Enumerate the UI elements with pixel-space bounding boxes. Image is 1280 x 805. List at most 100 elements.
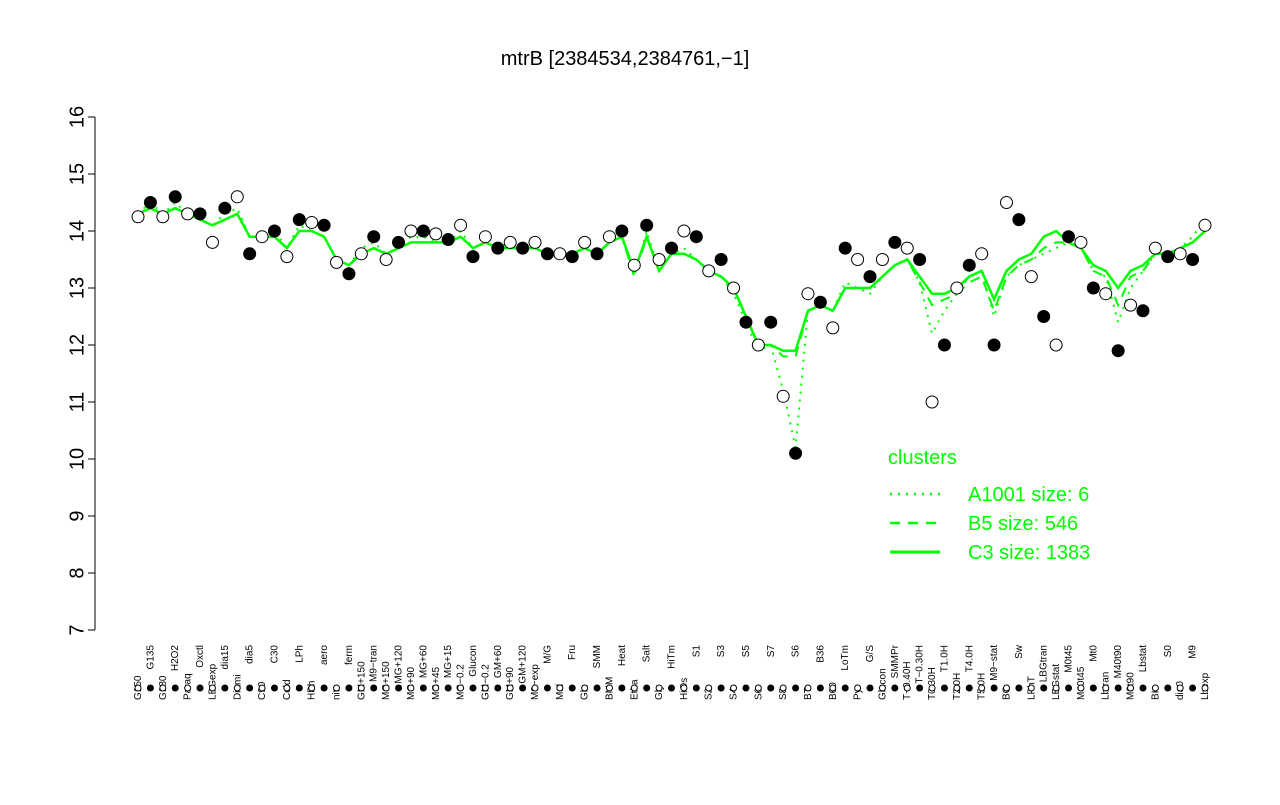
x-tick-dot bbox=[965, 684, 973, 692]
x-tick-label: Mt0 bbox=[1088, 645, 1099, 662]
x-tick-label: Glucon bbox=[468, 645, 479, 677]
x-tick-dot bbox=[940, 684, 948, 692]
y-tick-label: 16 bbox=[66, 106, 88, 128]
point bbox=[516, 241, 530, 255]
x-tick-dot bbox=[481, 684, 489, 692]
x-tick-label: M0t45 bbox=[1064, 645, 1075, 673]
legend-label: C3 size: 1383 bbox=[968, 542, 1090, 564]
x-tick-dot bbox=[543, 684, 551, 692]
x-tick-label: LBGtran bbox=[1039, 645, 1050, 682]
x-tick-dot bbox=[419, 684, 427, 692]
point bbox=[143, 196, 157, 209]
x-tick-dot bbox=[457, 684, 465, 692]
x-tick-dot bbox=[171, 684, 179, 692]
chart-title: mtrB [2384534,2384761,−1] bbox=[501, 48, 750, 70]
x-tick-label: Heat bbox=[617, 645, 628, 666]
point bbox=[578, 235, 592, 249]
x-tick-dot bbox=[1102, 684, 1110, 692]
x-tick-label: T0.30H bbox=[927, 667, 938, 700]
point bbox=[1148, 241, 1162, 255]
x-tick-dot bbox=[829, 684, 837, 692]
x-tick-dot bbox=[792, 684, 800, 692]
point bbox=[1111, 344, 1125, 358]
x-tick-dot bbox=[320, 684, 328, 692]
y-tick-label: 14 bbox=[66, 220, 88, 242]
x-tick-label: S3 bbox=[716, 645, 727, 658]
x-tick-dot bbox=[953, 684, 961, 692]
point bbox=[789, 446, 803, 460]
y-tick-label: 15 bbox=[66, 163, 88, 185]
x-tick-dot bbox=[432, 684, 440, 692]
x-tick-label: LBGstat bbox=[1051, 664, 1062, 700]
x-tick-dot bbox=[854, 684, 862, 692]
point bbox=[1086, 281, 1100, 295]
x-tick-label: T−0.40H bbox=[902, 661, 913, 700]
point bbox=[975, 247, 989, 261]
point bbox=[999, 196, 1013, 209]
point bbox=[416, 224, 430, 238]
x-tick-dot bbox=[1139, 684, 1147, 692]
x-tick-label: GM+90 bbox=[505, 666, 516, 700]
point bbox=[553, 247, 567, 261]
point bbox=[528, 235, 542, 249]
x-tick-dot bbox=[1151, 684, 1159, 692]
x-tick-dot bbox=[506, 684, 514, 692]
point bbox=[193, 207, 207, 221]
point bbox=[863, 270, 877, 284]
x-tick-label: BC bbox=[1001, 686, 1012, 700]
point bbox=[764, 315, 778, 329]
point bbox=[913, 253, 927, 266]
x-tick-label: GM−0.2 bbox=[480, 664, 491, 700]
point bbox=[429, 227, 443, 241]
x-tick-label: Mal bbox=[555, 684, 566, 700]
point bbox=[1062, 230, 1076, 244]
x-tick-dot bbox=[519, 684, 527, 692]
x-tick-label: Fru bbox=[567, 645, 578, 660]
point bbox=[702, 264, 716, 278]
x-tick-dot bbox=[208, 684, 216, 692]
x-tick-dot bbox=[146, 684, 154, 692]
x-tick-label: SMMPr bbox=[890, 644, 901, 678]
x-tick-label: MG−0.2 bbox=[456, 664, 467, 700]
legend-label: A1001 size: 6 bbox=[968, 484, 1089, 506]
x-tick-label: H2O2 bbox=[170, 645, 181, 672]
x-tick-label: Sw bbox=[1014, 644, 1025, 659]
x-tick-dot bbox=[866, 684, 874, 692]
x-tick-label: Salt bbox=[642, 645, 653, 662]
x-tick-dot bbox=[134, 684, 142, 692]
x-tick-dot bbox=[270, 684, 278, 692]
point bbox=[478, 230, 492, 244]
y-tick-label: 8 bbox=[66, 567, 88, 578]
x-tick-label: MG+150 bbox=[381, 661, 392, 700]
x-tick-label: LoTm bbox=[840, 645, 851, 671]
x-tick-dot bbox=[643, 684, 651, 692]
x-tick-dot bbox=[1089, 684, 1097, 692]
x-tick-label: GM+60 bbox=[493, 645, 504, 679]
legend-label: B5 size: 546 bbox=[968, 513, 1078, 535]
x-tick-dot bbox=[357, 684, 365, 692]
x-tick-dot bbox=[531, 684, 539, 692]
x-tick-dot bbox=[916, 684, 924, 692]
x-tick-label: MG+15 bbox=[443, 645, 454, 679]
x-tick-dot bbox=[1114, 684, 1122, 692]
point bbox=[404, 224, 418, 238]
point bbox=[875, 253, 889, 266]
x-tick-label: BT bbox=[803, 687, 814, 700]
y-tick-label: 13 bbox=[66, 277, 88, 299]
x-tick-label: MG+120 bbox=[394, 645, 405, 684]
point bbox=[962, 258, 976, 272]
y-tick-label: 10 bbox=[66, 448, 88, 470]
point bbox=[255, 230, 269, 244]
x-tick-dot bbox=[1201, 684, 1209, 692]
x-tick-dot bbox=[593, 684, 601, 692]
x-tick-dot bbox=[618, 684, 626, 692]
point bbox=[330, 255, 344, 269]
x-tick-dot bbox=[978, 684, 986, 692]
point bbox=[1074, 235, 1088, 249]
point bbox=[156, 210, 170, 224]
point bbox=[987, 338, 1001, 352]
point bbox=[751, 338, 765, 352]
x-tick-dot bbox=[233, 684, 241, 692]
point bbox=[851, 253, 865, 266]
